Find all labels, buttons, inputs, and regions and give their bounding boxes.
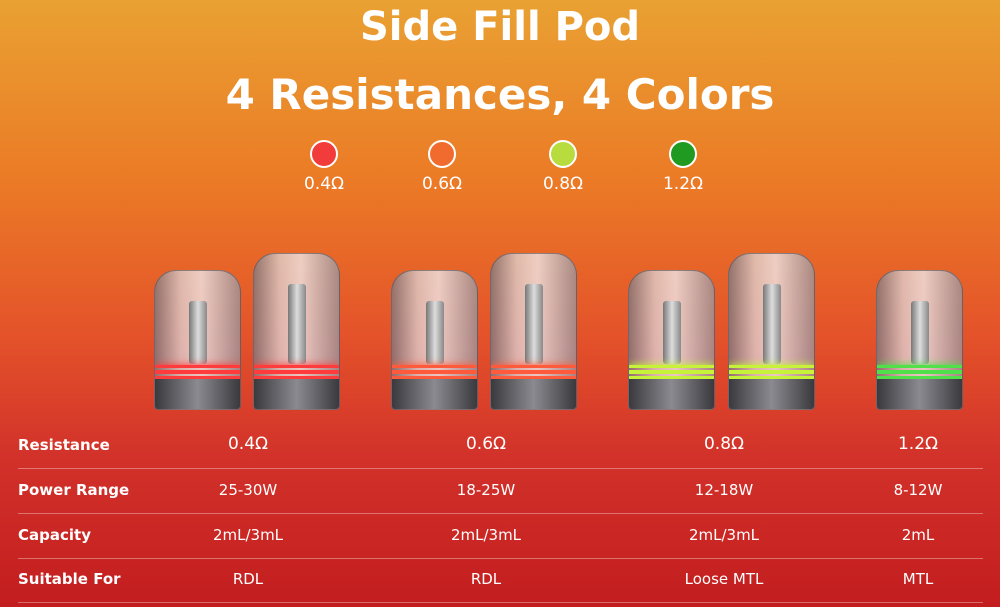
table-cell: 2mL/3mL [212, 526, 284, 544]
table-cell: 2mL [901, 526, 935, 544]
table-row-resistance: Resistance 0.4Ω 0.6Ω 0.8Ω 1.2Ω [18, 424, 983, 469]
table-row-power-range: Power Range 25-30W 18-25W 12-18W 8-12W [18, 469, 983, 514]
color-swatch-3: 1.2Ω [653, 140, 713, 194]
row-label: Suitable For [18, 570, 121, 588]
pod-image [253, 253, 340, 410]
pod-image [490, 253, 577, 410]
table-row-capacity: Capacity 2mL/3mL 2mL/3mL 2mL/3mL 2mL [18, 514, 983, 559]
color-dot [428, 140, 456, 168]
table-cell: 2mL/3mL [688, 526, 760, 544]
row-label: Power Range [18, 481, 130, 499]
table-cell: RDL [470, 570, 502, 588]
table-cell: 0.6Ω [465, 434, 507, 454]
pod-image [628, 270, 715, 410]
color-dot [549, 140, 577, 168]
pod-image [876, 270, 963, 410]
table-cell: 0.8Ω [703, 434, 745, 454]
table-cell: 18-25W [456, 481, 516, 499]
color-swatch-1: 0.6Ω [412, 140, 472, 194]
table-cell: 25-30W [218, 481, 278, 499]
table-cell: RDL [232, 570, 264, 588]
pod-image [728, 253, 815, 410]
table-cell: 8-12W [893, 481, 943, 499]
page-subtitle: 4 Resistances, 4 Colors [225, 70, 775, 119]
table-row-suitable-for: Suitable For RDL RDL Loose MTL MTL [18, 558, 983, 603]
page-title: Side Fill Pod [359, 4, 641, 50]
table-cell: 0.4Ω [227, 434, 269, 454]
color-swatch-0: 0.4Ω [294, 140, 354, 194]
table-cell: Loose MTL [684, 570, 764, 588]
color-label: 0.6Ω [421, 174, 463, 194]
table-cell: 1.2Ω [897, 434, 939, 454]
color-dot [310, 140, 338, 168]
table-cell: MTL [902, 570, 934, 588]
row-label: Resistance [18, 436, 110, 454]
color-dot [669, 140, 697, 168]
color-label: 0.4Ω [303, 174, 345, 194]
row-label: Capacity [18, 526, 91, 544]
pod-image [391, 270, 478, 410]
color-label: 1.2Ω [662, 174, 704, 194]
color-label: 0.8Ω [542, 174, 584, 194]
table-cell: 2mL/3mL [450, 526, 522, 544]
color-swatch-2: 0.8Ω [533, 140, 593, 194]
table-cell: 12-18W [694, 481, 754, 499]
pod-image [154, 270, 241, 410]
